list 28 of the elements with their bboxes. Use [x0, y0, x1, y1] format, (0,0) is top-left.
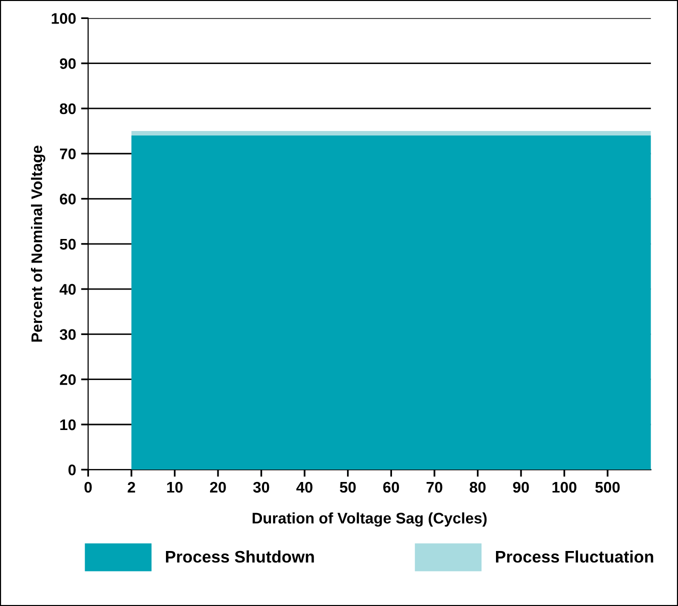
- y-axis-title: Percent of Nominal Voltage: [30, 146, 46, 342]
- x-tick-label: 10: [167, 482, 183, 493]
- y-tick-label: 90: [60, 58, 76, 70]
- x-tick-label: 500: [595, 482, 620, 493]
- legend-label: Process Fluctuation: [496, 550, 654, 563]
- y-tick-label: 20: [60, 374, 76, 386]
- x-tick-label: 20: [210, 482, 226, 493]
- y-tick-label: 60: [60, 194, 76, 204]
- y-tick-label: 80: [60, 103, 76, 114]
- x-tick-label: 80: [470, 482, 486, 493]
- x-tick-label: 30: [253, 482, 270, 493]
- y-tick-label: 0: [68, 464, 76, 476]
- x-tick-label: 70: [426, 482, 442, 493]
- x-tick-label: 90: [513, 482, 529, 493]
- x-tick-label: 50: [340, 482, 356, 493]
- x-tick-label: 0: [84, 482, 92, 493]
- y-tick-label: 70: [60, 148, 76, 160]
- x-tick-label: 60: [383, 482, 400, 493]
- y-tick-label: 50: [60, 238, 76, 250]
- y-tick-label: 40: [60, 284, 76, 295]
- y-tick-label: 30: [60, 329, 76, 340]
- y-tick-label: 100: [52, 13, 76, 24]
- x-axis-title: Duration of Voltage Sag (Cycles): [252, 512, 487, 527]
- legend-label: Process Shutdown: [166, 550, 314, 563]
- x-tick-label: 100: [552, 482, 576, 493]
- y-tick-label: 10: [60, 419, 76, 430]
- x-tick-label: 40: [296, 482, 312, 493]
- x-tick-label: 2: [128, 482, 136, 493]
